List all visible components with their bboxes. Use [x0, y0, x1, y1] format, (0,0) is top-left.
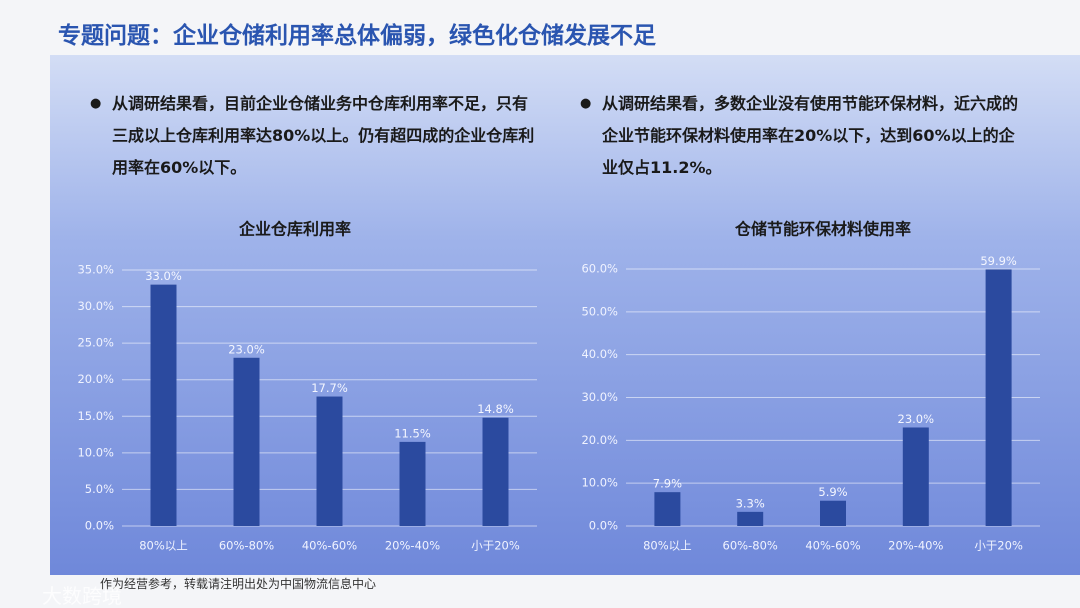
y-tick-label: 10.0% — [77, 445, 114, 459]
value-label: 11.5% — [394, 426, 431, 440]
bar — [985, 269, 1012, 526]
chart-title: 仓储节能环保材料使用率 — [734, 220, 911, 239]
y-tick-label: 40.0% — [581, 347, 618, 361]
footer-note: 作为经营参考，转载请注明出处为中国物流信息中心 — [100, 577, 377, 591]
value-label: 17.7% — [311, 381, 348, 395]
bullet: 从调研结果看，目前企业仓储业务中仓库利用率不足，只有三成以上仓库利用率达80%以… — [90, 88, 537, 184]
bar — [150, 284, 177, 526]
y-tick-label: 20.0% — [581, 433, 618, 447]
chart-title: 企业仓库利用率 — [238, 220, 351, 239]
x-tick-label: 60%-80% — [219, 539, 274, 553]
x-tick-label: 40%-60% — [302, 539, 357, 553]
x-tick-label: 小于20% — [974, 539, 1023, 553]
bar — [737, 511, 764, 526]
y-tick-label: 30.0% — [581, 390, 618, 404]
bar — [654, 492, 681, 526]
y-tick-label: 50.0% — [581, 304, 618, 318]
bar — [316, 396, 343, 526]
x-tick-label: 80%以上 — [643, 539, 692, 553]
y-tick-label: 20.0% — [77, 372, 114, 386]
x-tick-label: 20%-40% — [385, 539, 440, 553]
x-tick-label: 40%-60% — [805, 539, 860, 553]
bar — [233, 357, 260, 526]
x-tick-label: 80%以上 — [139, 539, 188, 553]
y-tick-label: 15.0% — [77, 409, 114, 423]
y-tick-label: 5.0% — [85, 482, 114, 496]
value-label: 14.8% — [477, 402, 514, 416]
y-tick-label: 0.0% — [589, 519, 618, 533]
y-tick-label: 0.0% — [85, 519, 114, 533]
value-label: 5.9% — [818, 485, 847, 499]
y-tick-label: 10.0% — [581, 476, 618, 490]
x-tick-label: 20%-40% — [888, 539, 943, 553]
y-tick-label: 30.0% — [77, 299, 114, 313]
y-tick-label: 25.0% — [77, 336, 114, 350]
bullet: 从调研结果看，多数企业没有使用节能环保材料，近六成的企业节能环保材料使用率在20… — [580, 88, 1027, 184]
value-label: 33.0% — [145, 269, 182, 283]
slide-title: 专题问题：企业仓储利用率总体偏弱，绿色化仓储发展不足 — [58, 23, 656, 49]
bar — [482, 417, 509, 526]
x-tick-label: 小于20% — [471, 539, 520, 553]
bar — [820, 500, 846, 526]
value-label: 7.9% — [653, 477, 682, 491]
bar — [399, 441, 426, 526]
y-tick-label: 35.0% — [77, 263, 114, 277]
value-label: 23.0% — [898, 412, 935, 426]
value-label: 3.3% — [736, 496, 765, 510]
value-label: 59.9% — [980, 254, 1017, 268]
y-tick-label: 60.0% — [581, 262, 618, 276]
bar — [902, 427, 929, 526]
x-tick-label: 60%-80% — [723, 539, 778, 553]
value-label: 23.0% — [228, 342, 265, 356]
watermark: 大数跨境 — [42, 584, 122, 608]
